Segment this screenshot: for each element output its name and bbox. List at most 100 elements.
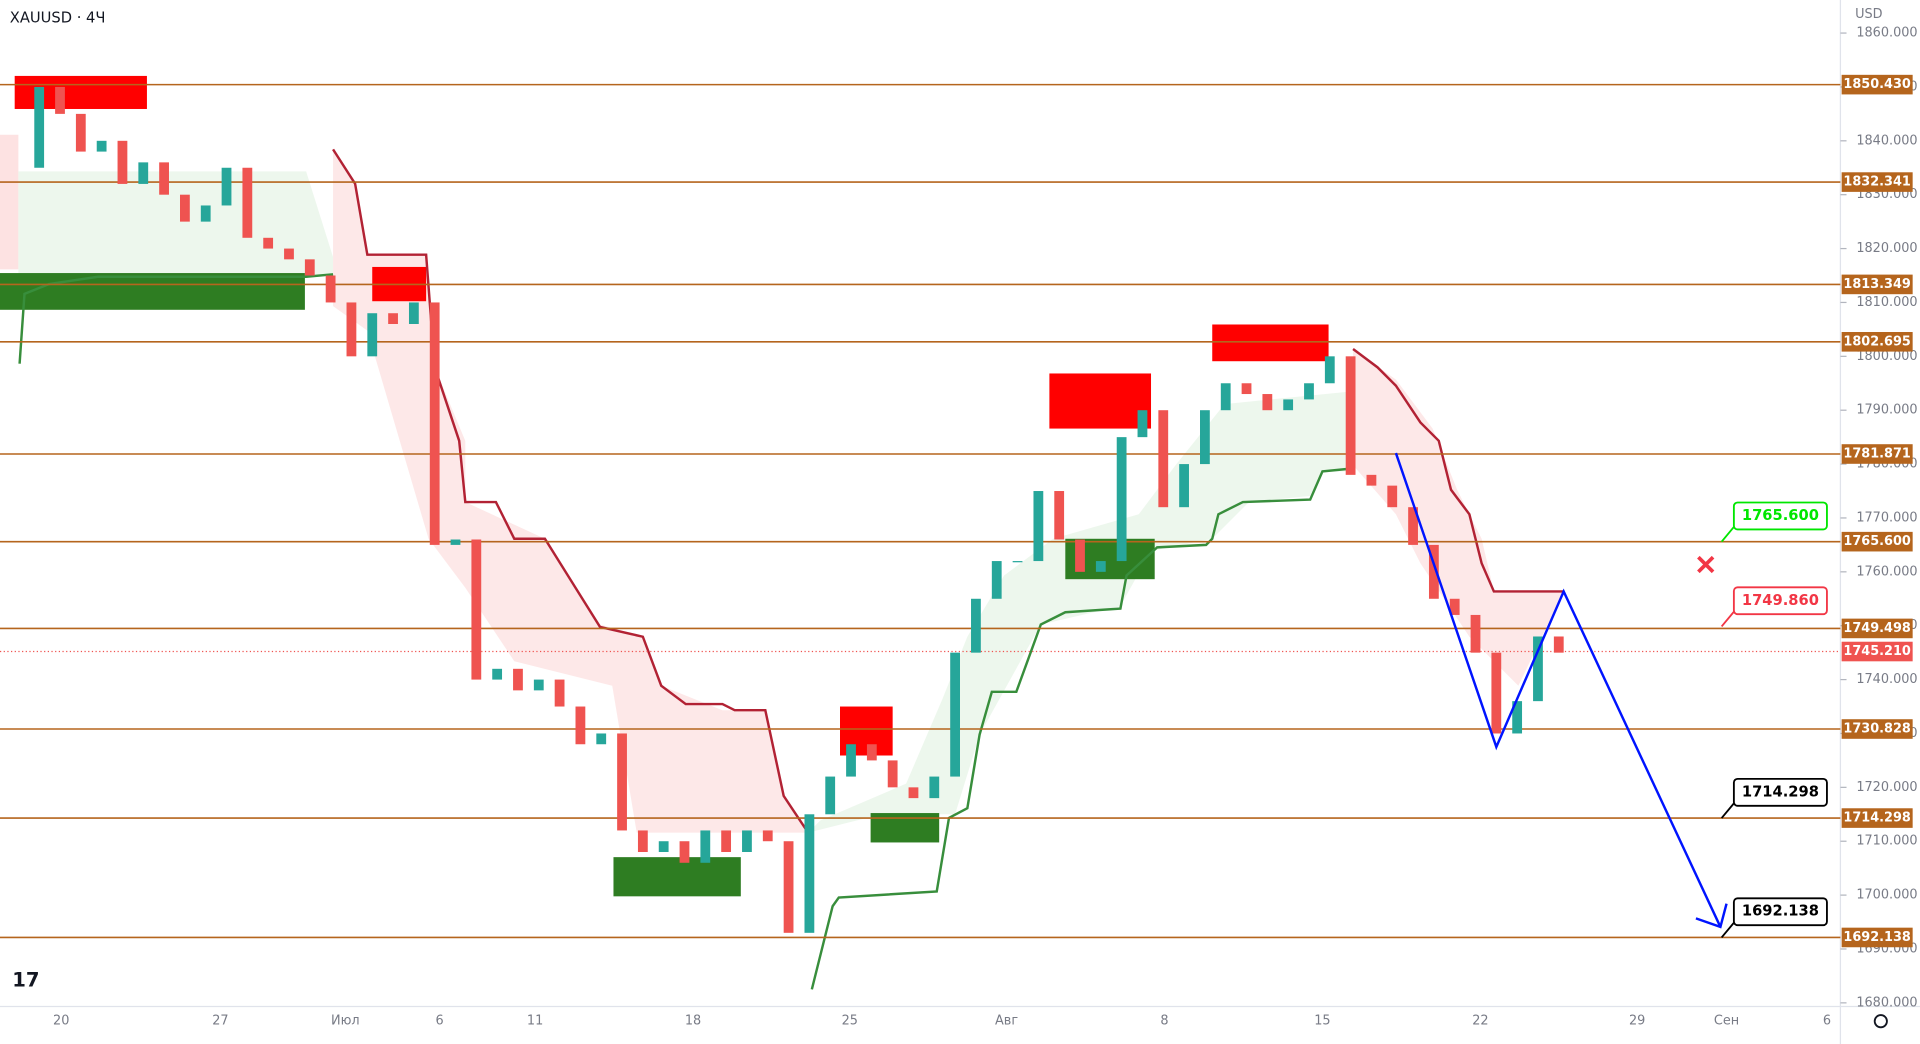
symbol: XAUUSD · 4Ч — [10, 9, 106, 26]
candle-body — [429, 302, 440, 545]
level-tag — [1841, 618, 1913, 639]
trend-line — [810, 467, 1348, 990]
y-tick-label: 1740.000 — [1856, 672, 1917, 687]
level-tag — [1841, 74, 1913, 95]
candle-body — [1137, 410, 1148, 438]
callout-box — [1732, 777, 1828, 807]
candle-body — [700, 830, 711, 863]
level-label: 1781.871 — [1843, 447, 1910, 462]
candle-body — [1220, 383, 1231, 411]
callout-pointer — [1720, 526, 1735, 543]
candle-body — [1095, 561, 1106, 572]
y-tick-label: 1820.000 — [1856, 241, 1917, 256]
level-tag — [1841, 927, 1913, 948]
candle-body — [762, 830, 773, 842]
candle-body — [950, 652, 960, 777]
candle-body — [658, 841, 669, 852]
x-tick-label: 11 — [527, 1014, 543, 1029]
level-tag — [1841, 274, 1913, 295]
candle-body — [180, 194, 190, 222]
candle-body — [971, 598, 981, 653]
level-tag — [1841, 332, 1913, 352]
candle-body — [554, 679, 565, 707]
callout-pointer — [1720, 611, 1735, 628]
candle-body — [1283, 399, 1294, 411]
candle-body — [159, 162, 169, 195]
candle-body — [1200, 410, 1210, 465]
settings-icon[interactable] — [1873, 1014, 1888, 1029]
candle-body — [263, 237, 274, 249]
candle-body — [1054, 491, 1065, 540]
candle-body — [200, 205, 211, 222]
x-tick-label: Авг — [995, 1014, 1018, 1029]
candle-body — [887, 760, 898, 788]
candle-body — [492, 668, 503, 680]
x-tick-label: 8 — [1160, 1014, 1168, 1029]
x-tick-label: 27 — [212, 1014, 228, 1029]
candle-body — [721, 830, 732, 852]
y-tick-label: 1800.000 — [1856, 349, 1917, 364]
candle-body — [679, 841, 690, 863]
candle-body — [742, 830, 752, 852]
trend-line — [1352, 348, 1564, 593]
forecast — [1394, 452, 1728, 929]
y-tick-label: 1790.000 — [1856, 403, 1917, 418]
y-tick-label: 1770.000 — [1856, 510, 1917, 525]
x-tick-label: Июл — [331, 1014, 360, 1029]
candle-body — [846, 744, 856, 777]
level-label: 1813.349 — [1843, 277, 1910, 292]
candle-body — [866, 744, 877, 761]
levels — [0, 83, 1841, 939]
candle-body — [1428, 544, 1439, 599]
level-label: 1692.138 — [1843, 930, 1910, 945]
callout-label: 1714.298 — [1742, 783, 1819, 800]
candle-body — [1512, 701, 1523, 734]
level-tag — [1841, 444, 1913, 464]
supply-zone — [1049, 373, 1152, 429]
candle-body — [242, 167, 253, 238]
candle-body — [138, 162, 149, 184]
candle-body — [367, 313, 378, 357]
level-label: 1714.298 — [1843, 811, 1910, 826]
candle-body — [1158, 410, 1169, 508]
candle-body — [75, 113, 86, 152]
callout-label: 1765.600 — [1742, 507, 1819, 524]
callout-pointer — [1720, 922, 1735, 939]
band — [0, 134, 19, 270]
cross-mark — [1697, 555, 1715, 574]
level-label: 1730.828 — [1843, 722, 1910, 737]
y-tick-label: 1840.000 — [1856, 133, 1917, 148]
band — [18, 171, 334, 276]
x-tick-label: 6 — [1823, 1014, 1831, 1029]
candle-body — [575, 706, 586, 745]
candle-body — [1304, 383, 1314, 400]
y-tick-label: 1760.000 — [1856, 564, 1917, 579]
candle-body — [908, 787, 919, 799]
y-tick-label: 1700.000 — [1856, 888, 1917, 903]
callout-label: 1749.860 — [1742, 592, 1819, 609]
candle-body — [783, 841, 794, 933]
callout-pointer — [1720, 802, 1735, 819]
band — [333, 149, 809, 833]
candles — [34, 86, 1564, 933]
forecast-arrow — [1695, 903, 1728, 929]
y-tick-label: 1710.000 — [1856, 834, 1917, 849]
trend-line — [332, 148, 810, 834]
candle-body — [617, 733, 627, 831]
candle-body — [1262, 394, 1273, 411]
callout-box — [1732, 897, 1828, 927]
candle-body — [1449, 598, 1460, 615]
level-label: 1850.430 — [1843, 77, 1910, 92]
x-tick-label: 18 — [685, 1014, 701, 1029]
currency[interactable]: USD — [1855, 7, 1883, 22]
band — [1353, 348, 1564, 686]
callout-box — [1732, 586, 1828, 616]
candle-body — [388, 313, 398, 325]
candle-body — [346, 302, 357, 357]
candle-body — [221, 167, 232, 206]
candle-body — [596, 733, 607, 745]
candle-body — [408, 302, 419, 325]
candle-body — [34, 86, 45, 168]
x-tick-label: 25 — [842, 1014, 858, 1029]
